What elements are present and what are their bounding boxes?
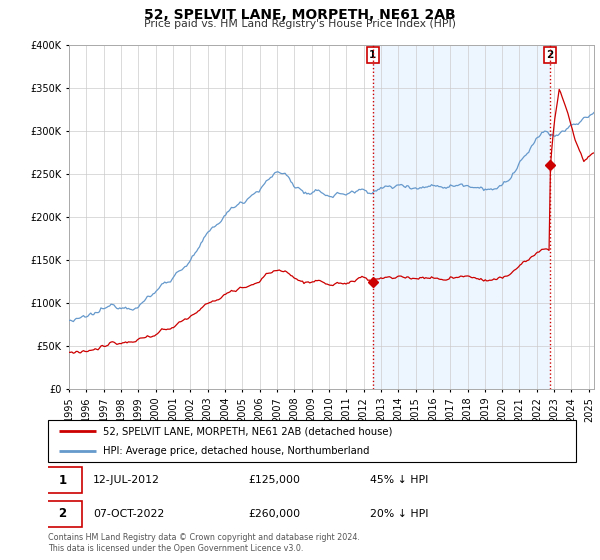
- Text: 52, SPELVIT LANE, MORPETH, NE61 2AB: 52, SPELVIT LANE, MORPETH, NE61 2AB: [144, 8, 456, 22]
- Text: 20% ↓ HPI: 20% ↓ HPI: [370, 508, 428, 519]
- Text: 52, SPELVIT LANE, MORPETH, NE61 2AB (detached house): 52, SPELVIT LANE, MORPETH, NE61 2AB (det…: [103, 426, 393, 436]
- Text: £260,000: £260,000: [248, 508, 301, 519]
- FancyBboxPatch shape: [48, 420, 576, 462]
- Text: 2: 2: [58, 507, 67, 520]
- Text: 07-OCT-2022: 07-OCT-2022: [93, 508, 164, 519]
- Text: 1: 1: [58, 474, 67, 487]
- Text: 12-JUL-2012: 12-JUL-2012: [93, 475, 160, 486]
- FancyBboxPatch shape: [43, 468, 82, 493]
- Text: 1: 1: [369, 50, 376, 60]
- Text: 2: 2: [547, 50, 554, 60]
- Bar: [373, 45, 550, 389]
- Text: £125,000: £125,000: [248, 475, 301, 486]
- Text: 45% ↓ HPI: 45% ↓ HPI: [370, 475, 428, 486]
- Text: HPI: Average price, detached house, Northumberland: HPI: Average price, detached house, Nort…: [103, 446, 370, 456]
- Text: Contains HM Land Registry data © Crown copyright and database right 2024.
This d: Contains HM Land Registry data © Crown c…: [48, 533, 360, 553]
- FancyBboxPatch shape: [43, 501, 82, 526]
- Text: Price paid vs. HM Land Registry's House Price Index (HPI): Price paid vs. HM Land Registry's House …: [144, 19, 456, 29]
